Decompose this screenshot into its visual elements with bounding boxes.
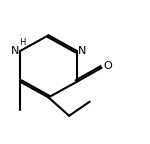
Text: N: N (78, 46, 86, 56)
Text: H: H (19, 38, 25, 47)
Text: O: O (103, 61, 112, 71)
Text: N: N (11, 46, 19, 56)
